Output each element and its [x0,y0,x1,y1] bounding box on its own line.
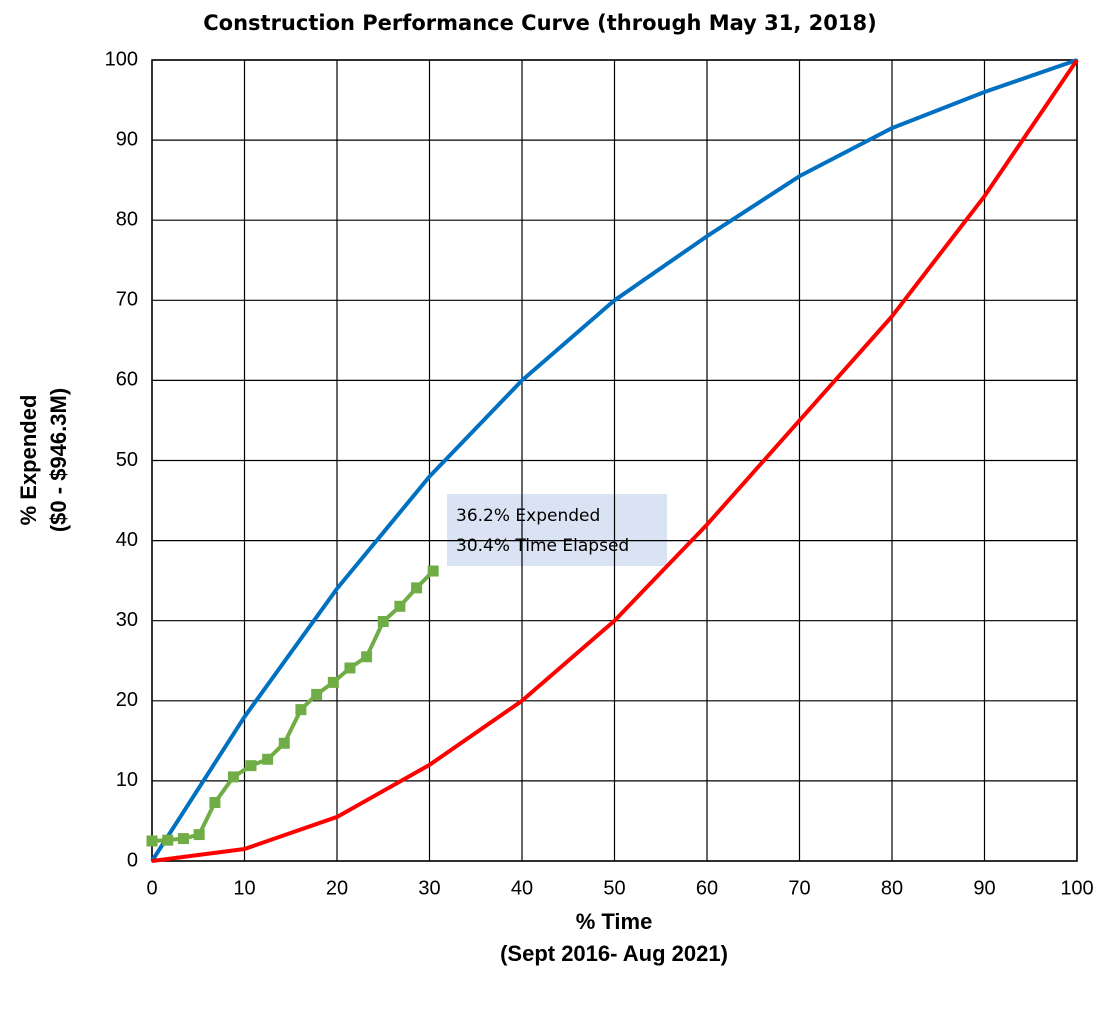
marker [411,582,423,594]
marker [327,676,339,688]
x-tick-label: 40 [511,877,533,899]
x-tick-label: 10 [233,877,255,899]
series-line [151,58,1079,863]
y-tick-label: 90 [116,128,138,150]
marker [193,829,205,841]
y-tick-label: 100 [105,48,138,70]
marker [278,737,290,749]
y-tick-label: 60 [116,369,138,391]
marker [146,835,158,847]
marker [311,688,323,700]
annotation: 36.2% Expended [456,506,600,526]
y-tick-label: 50 [116,449,138,471]
x-tick-label: 30 [418,877,440,899]
x-tick-label: 60 [696,877,718,899]
x-tick-label: 0 [146,877,157,899]
marker [245,760,257,772]
annotation-box [447,494,667,566]
marker [177,833,189,845]
y-tick-label: 0 [127,849,138,871]
chart-title: Construction Performance Curve (through … [203,11,876,35]
y-axis-title: ($0 - $946.3M) [46,388,71,532]
marker [262,753,274,765]
x-tick-label: 20 [326,877,348,899]
y-tick-label: 30 [116,609,138,631]
y-tick-label: 70 [116,289,138,311]
x-tick-label: 70 [788,877,810,899]
marker [377,616,389,628]
y-tick-label: 80 [116,208,138,230]
series-line [150,58,1078,863]
x-tick-label: 80 [881,877,903,899]
marker [162,834,174,846]
series-line [151,569,435,843]
marker [394,600,406,612]
marker [295,704,307,716]
marker [427,565,439,577]
x-axis-title: (Sept 2016- Aug 2021) [500,941,728,966]
marker [227,771,239,783]
annotation: 30.4% Time Elapsed [456,536,629,556]
y-axis-title: % Expended [16,395,41,526]
x-tick-label: 50 [603,877,625,899]
x-axis-title: % Time [576,909,653,934]
y-tick-label: 20 [116,689,138,711]
y-tick-label: 10 [116,769,138,791]
marker [361,651,373,663]
marker [344,662,356,674]
y-tick-label: 40 [116,529,138,551]
plot-border [151,59,1078,862]
x-tick-label: 100 [1060,877,1093,899]
marker [209,797,221,809]
x-tick-label: 90 [973,877,995,899]
